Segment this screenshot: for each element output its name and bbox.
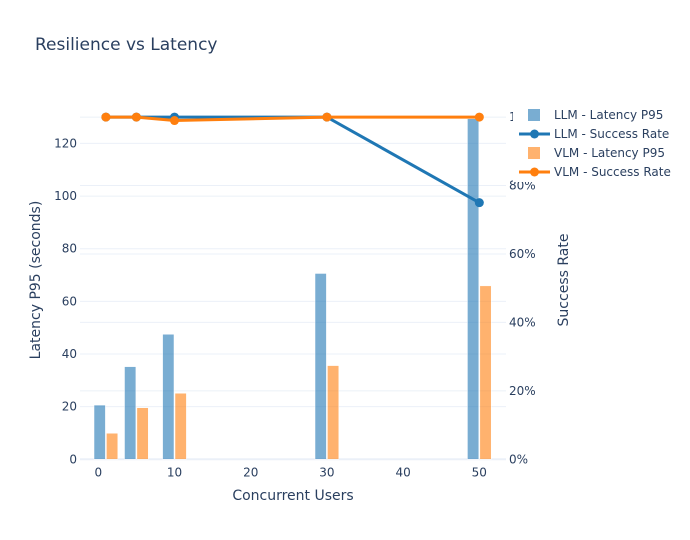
y-tick-label: 80: [62, 242, 77, 256]
y-tick-label: 100: [54, 189, 77, 203]
bar-vlm-latency-p95: [136, 407, 149, 460]
bar-llm-latency-p95: [124, 366, 137, 460]
legend-item: VLM - Latency P95: [528, 146, 665, 160]
point-vlm-success-rate: [169, 116, 179, 126]
legend-item: LLM - Success Rate: [519, 127, 669, 141]
x-tick-label: 10: [167, 465, 182, 479]
y-tick-label: 120: [54, 136, 77, 150]
legend-item: LLM - Latency P95: [528, 108, 663, 122]
legend-bar-swatch: [528, 109, 540, 121]
legend-label: VLM - Latency P95: [554, 146, 665, 160]
legend-label: VLM - Success Rate: [554, 165, 671, 179]
x-axis-title: Concurrent Users: [232, 488, 353, 504]
x-axis-ticks: 0 10 20 30 40 50: [94, 465, 486, 479]
y-axis-ticks: 0 20 40 60 80 100 120: [54, 136, 77, 466]
point-llm-success-rate: [474, 198, 484, 208]
y-tick-label: 40: [62, 347, 77, 361]
bar-llm-latency-p95: [467, 118, 480, 460]
y2-tick-label: 60%: [509, 247, 536, 261]
bar-vlm-latency-p95: [327, 365, 340, 460]
bar-llm-latency-p95: [93, 404, 106, 460]
lines: [101, 112, 484, 208]
x-tick-label: 30: [319, 465, 334, 479]
bar-vlm-latency-p95: [174, 392, 187, 460]
point-vlm-success-rate: [322, 112, 332, 122]
legend-marker: [530, 129, 539, 139]
legend-label: LLM - Success Rate: [554, 127, 669, 141]
x-tick-label: 40: [395, 465, 410, 479]
bar-llm-latency-p95: [162, 334, 175, 460]
bar-vlm-latency-p95: [106, 432, 119, 460]
x-tick-label: 0: [94, 465, 102, 479]
x-tick-label: 50: [472, 465, 487, 479]
bars: [93, 118, 492, 460]
y-tick-label: 20: [62, 400, 77, 414]
bar-vlm-latency-p95: [479, 285, 492, 460]
y-tick-label: 0: [69, 452, 77, 466]
bar-llm-latency-p95: [314, 273, 327, 460]
y-tick-label: 60: [62, 294, 77, 308]
legend-item: VLM - Success Rate: [519, 165, 671, 179]
point-vlm-success-rate: [474, 112, 484, 122]
point-vlm-success-rate: [131, 112, 141, 122]
legend-bar-swatch: [528, 147, 540, 159]
y-axis-title: Latency P95 (seconds): [28, 201, 44, 360]
point-vlm-success-rate: [101, 112, 111, 122]
y2-tick-label: 40%: [509, 315, 536, 329]
y2-tick-label: 20%: [509, 384, 536, 398]
x-tick-label: 20: [243, 465, 258, 479]
legend-label: LLM - Latency P95: [554, 108, 663, 122]
legend: LLM - Latency P95 LLM - Success Rate VLM -…: [513, 104, 688, 182]
chart-title: Resilience vs Latency: [35, 35, 218, 55]
legend-background: [513, 104, 688, 182]
legend-marker: [530, 167, 539, 177]
y2-tick-label: 80%: [509, 179, 536, 193]
y2-axis-title: Success Rate: [556, 234, 572, 327]
line-llm-success-rate: [105, 115, 481, 204]
y2-tick-label: 0%: [509, 452, 528, 466]
